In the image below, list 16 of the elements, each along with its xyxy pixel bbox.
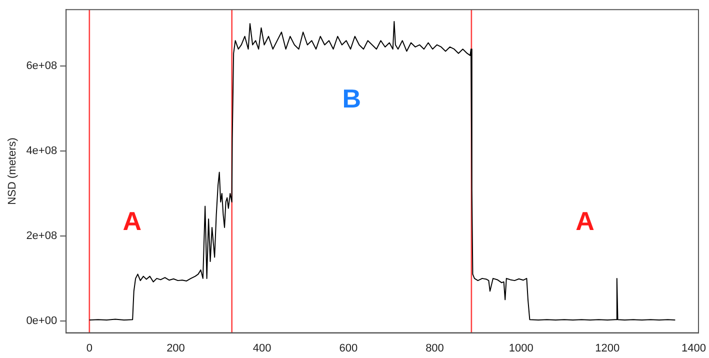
x-tick-label: 800	[426, 342, 444, 354]
x-tick-label: 1200	[595, 342, 620, 354]
y-axis-title: NSD (meters)	[6, 138, 19, 205]
y-tick-label: 2e+08	[26, 230, 58, 242]
x-tick-label: 1400	[682, 342, 706, 354]
x-tick-label: 200	[166, 342, 185, 354]
x-tick-label: 600	[339, 342, 358, 354]
x-tick-label: 1000	[508, 342, 534, 354]
y-tick-label: 0e+00	[26, 314, 58, 327]
x-tick-label: 400	[252, 342, 272, 354]
annotation: A	[576, 206, 595, 236]
y-tick-label: 6e+08	[26, 60, 58, 72]
y-tick-label: 4e+08	[26, 145, 58, 158]
annotation: B	[342, 83, 362, 114]
x-tick-label: 0	[86, 342, 92, 354]
annotation: A	[122, 206, 142, 236]
